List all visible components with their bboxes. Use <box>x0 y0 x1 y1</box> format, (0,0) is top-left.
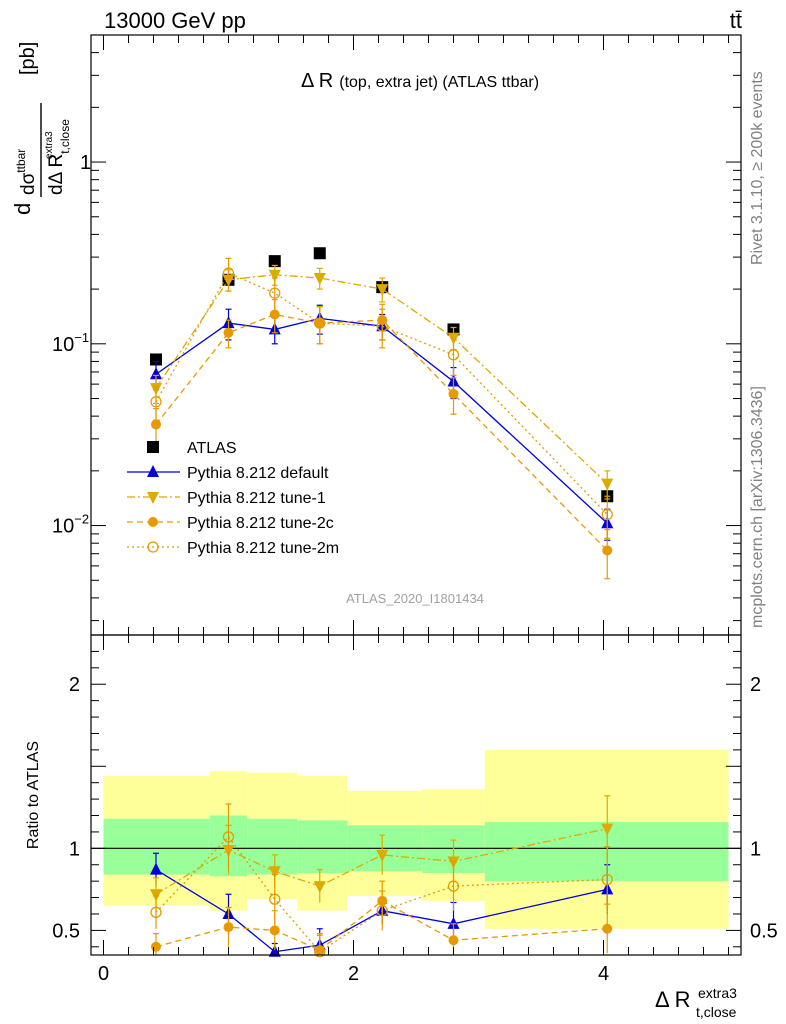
legend-marker <box>147 441 159 453</box>
series-pythia-8-212-tune-2m-point <box>447 349 460 361</box>
ratio-series-pythia-8-212-tune-2m-point <box>376 905 388 917</box>
x-tick-label: 4 <box>598 963 609 985</box>
ratio-series-pythia-8-212-tune-2c-point <box>269 925 280 936</box>
ratio-y-tick-label: 2 <box>69 674 80 696</box>
series-pythia-8-212-tune-2c-point <box>151 419 161 430</box>
ylabel-numerator: dσttbar <box>14 149 39 195</box>
series-atlas-point <box>150 353 162 366</box>
uncertainty-band-stat <box>297 820 348 873</box>
legend-label: Pythia 8.212 tune-1 <box>187 490 326 507</box>
ratio-series-pythia-8-212-default-point <box>447 916 460 929</box>
main-y-axis-label: d dσttbar dΔ Rt,closeextra3 [pb] <box>10 42 72 215</box>
ratio-series-pythia-8-212-tune-1-point <box>150 889 162 902</box>
y-tick-label: 1 <box>80 152 91 174</box>
ratio-series-pythia-8-212-tune-2m-point <box>314 946 326 958</box>
y-tick-label: 10−1 <box>52 330 89 356</box>
ratio-series-pythia-8-212-tune-2m-point <box>150 906 162 918</box>
ratio-y-tick-label-right: 2 <box>750 674 761 696</box>
ratio-series-pythia-8-212-tune-2c-point <box>151 941 161 952</box>
main-ticks: 10−2 10−1 1 <box>52 34 741 635</box>
main-title: Δ R (top, extra jet) (ATLAS ttbar) <box>301 70 539 92</box>
ylabel-d-prefix: d <box>10 203 35 215</box>
series-pythia-8-212-tune-2m-point <box>150 396 162 408</box>
ratio-series-pythia-8-212-tune-1-point <box>376 849 389 862</box>
series-pythia-8-212-tune-1-point <box>268 269 281 282</box>
legend-label: Pythia 8.212 default <box>187 465 329 482</box>
ratio-series-pythia-8-212-tune-2m-point <box>222 831 235 843</box>
series-pythia-8-212-tune-2c-point <box>602 545 613 556</box>
series-pythia-8-212-tune-2c-point <box>223 327 234 338</box>
x-tick-label: 0 <box>98 963 109 985</box>
ratio-series-pythia-8-212-tune-2m-point <box>269 893 281 905</box>
series-pythia-8-212-tune-1-point <box>313 273 326 286</box>
legend: ATLAS Pythia 8.212 default Pythia 8.212 tu… <box>127 440 339 557</box>
ratio-y-tick-label: 0.5 <box>52 920 80 942</box>
series-pythia-8-212-tune-2c-point <box>448 388 459 399</box>
legend-marker <box>147 465 159 477</box>
ratio-frame <box>90 634 742 956</box>
ylabel-unit: [pb] <box>17 42 39 75</box>
series-pythia-8-212-tune-2m-point <box>222 267 235 279</box>
ratio-series-pythia-8-212-tune-1-point <box>601 823 614 836</box>
ratio-series-pythia-8-212-tune-2c-point <box>223 922 234 933</box>
legend-marker <box>148 517 158 527</box>
ratio-series-pythia-8-212-tune-2c-point <box>448 935 459 946</box>
legend-marker <box>147 492 159 504</box>
uncertainty-band-stat <box>247 818 298 875</box>
legend-label: ATLAS <box>187 440 237 457</box>
series-pythia-8-212-tune-2m-point <box>314 317 326 329</box>
mcplots-label: mcplots.cern.ch [arXiv:1306.3436] <box>749 386 766 628</box>
series-pythia-8-212-tune-2m-point <box>269 287 281 299</box>
ratio-series-pythia-8-212-tune-1-point <box>268 866 281 879</box>
legend-label: Pythia 8.212 tune-2m <box>187 540 339 557</box>
analysis-id-label: ATLAS_2020_I1801434 <box>346 591 484 606</box>
series-atlas-point <box>313 247 326 260</box>
x-tick-label: 2 <box>348 963 359 985</box>
main-plot-layer <box>150 247 614 580</box>
ratio-y-tick-label: 1 <box>69 838 80 860</box>
ratio-series-pythia-8-212-default-point <box>150 862 162 875</box>
ratio-series-pythia-8-212-tune-2c-point <box>602 923 613 934</box>
legend-marker <box>147 541 159 553</box>
ratio-panel: 0.5 0.5 1 1 2 2 0 2 4 <box>52 634 778 985</box>
series-pythia-8-212-tune-2m-point <box>601 508 613 521</box>
series-atlas-point <box>268 255 281 268</box>
y-tick-label: 10−2 <box>52 512 89 538</box>
ratio-y-tick-label-right: 1 <box>750 838 761 860</box>
ratio-series-pythia-8-212-tune-2m-point <box>447 880 460 892</box>
ylabel-denominator: dΔ Rt,closeextra3 <box>44 119 72 195</box>
series-pythia-8-212-tune-1-point <box>601 478 614 491</box>
series-pythia-8-212-tune-2m-point <box>376 320 388 332</box>
energy-label: 13000 GeV pp <box>104 8 246 33</box>
process-label: tt̄ <box>730 8 742 33</box>
legend-label: Pythia 8.212 tune-2c <box>187 515 334 532</box>
ratio-y-axis-label: Ratio to ATLAS <box>25 741 42 849</box>
main-panel: 10−2 10−1 1 Δ R (top, extra jet) (ATLAS ttb… <box>52 34 742 636</box>
ratio-ticks: 0.5 0.5 1 1 2 2 0 2 4 <box>52 634 778 985</box>
ratio-series-pythia-8-212-tune-1-point <box>313 881 326 894</box>
series-pythia-8-212-default-point <box>150 367 162 380</box>
series-pythia-8-212-tune-1-point <box>376 284 389 297</box>
ratio-plot-layer <box>91 749 741 958</box>
ratio-y-tick-label-right: 0.5 <box>750 920 778 942</box>
ratio-series-pythia-8-212-tune-2m-point <box>601 873 613 886</box>
ratio-series-pythia-8-212-default-point <box>268 944 281 957</box>
rivet-label: Rivet 3.1.10, ≥ 200k events <box>749 71 766 265</box>
